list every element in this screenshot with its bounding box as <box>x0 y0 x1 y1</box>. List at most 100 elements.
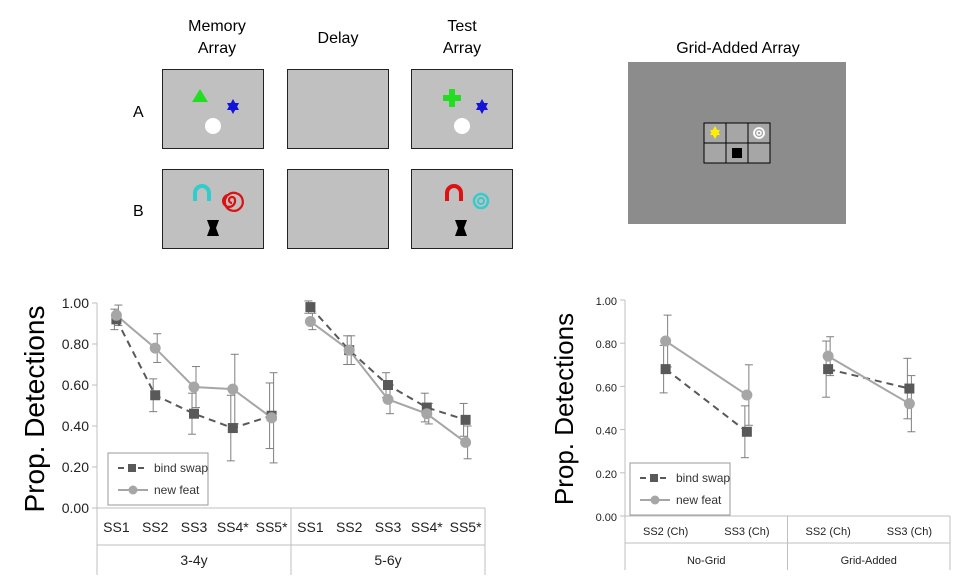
c1-category-label: SS5* <box>256 519 288 535</box>
c1-ytick-label: 0.80 <box>62 336 89 352</box>
c1-legend-marker-circle <box>128 485 138 495</box>
chart2-ylabel: Prop. Detections <box>549 313 579 505</box>
red-spiral-shape <box>221 191 244 212</box>
cyan-spiral-shape <box>472 192 490 210</box>
c1-legend-box <box>107 452 209 506</box>
c1-category-label: SS3 <box>375 519 402 535</box>
c1-marker-circle <box>460 436 472 448</box>
chart1-lines <box>115 306 467 444</box>
c2-category-label: SS3 (Ch) <box>724 526 769 538</box>
memory-panel-a <box>162 69 264 149</box>
grid-3x2 <box>703 122 771 164</box>
blue-star-shape-inverted <box>476 103 488 114</box>
chart1-ylabel: Prop. Detections <box>19 306 50 513</box>
c1-marker-circle <box>304 315 316 327</box>
c1-marker-square <box>227 423 238 434</box>
c1-ytick-label: 0.60 <box>62 377 89 393</box>
c1-category-label: SS2 <box>142 519 169 535</box>
chart2-legend: bind swap new feat <box>629 462 731 516</box>
chart2-xcategories: SS2 (Ch) SS3 (Ch) No-Grid SS2 (Ch) SS3 (Ch) G… <box>643 526 932 567</box>
c2-ytick-label: 0.00 <box>596 512 617 524</box>
c2-ytick-label: 0.40 <box>596 426 617 438</box>
c2-line-new-feat <box>827 355 910 405</box>
c2-ytick-label: 0.80 <box>596 339 617 351</box>
c1-category-label: SS4* <box>217 519 249 535</box>
row-label-a: A <box>133 104 144 121</box>
chart-age-groups: Prop. Detections 0.00 0.20 0.40 0.60 0.80 1.0… <box>19 295 486 575</box>
test-array-header: Test Array <box>407 16 517 60</box>
test-panel-a <box>411 69 513 149</box>
chart1-yticks: 0.00 0.20 0.40 0.60 0.80 1.00 <box>62 295 97 516</box>
c2-line-new-feat <box>665 340 748 396</box>
test-panel-a-shapes <box>443 89 488 134</box>
chart-grid-condition: Prop. Detections 0.00 0.20 0.40 0.60 0.80 1.0… <box>549 296 951 570</box>
memory-panel-a-shapes <box>192 89 239 134</box>
c2-marker-circle <box>660 335 672 347</box>
c2-legend-label: bind swap <box>676 471 730 485</box>
c1-marker-square <box>383 380 393 390</box>
chart2-lines <box>665 340 910 433</box>
test-array-header-line2: Array <box>442 40 482 57</box>
c1-ytick-label: 1.00 <box>62 295 89 311</box>
c2-ytick-label: 1.00 <box>596 296 617 308</box>
c2-legend-marker-circle <box>650 495 660 505</box>
c1-category-label: SS3 <box>181 519 208 535</box>
c1-marker-square <box>421 402 432 413</box>
c2-legend-box <box>629 462 731 516</box>
c2-marker-square <box>741 426 752 437</box>
c1-category-label: SS1 <box>297 519 324 535</box>
c1-legend-label: new feat <box>154 483 200 497</box>
chart2-markers <box>660 335 915 437</box>
c1-marker-circle <box>421 408 433 420</box>
c1-category-label: SS2 <box>336 519 363 535</box>
c1-category-label: SS5* <box>450 519 482 535</box>
c1-marker-circle <box>343 344 355 356</box>
chart2-yticks: 0.00 0.20 0.40 0.60 0.80 1.00 <box>596 296 625 524</box>
c1-marker-circle <box>266 412 278 424</box>
c2-marker-square <box>904 383 915 394</box>
c2-category-label: SS3 (Ch) <box>887 526 932 538</box>
grid-added-header: Grid-Added Array <box>676 40 800 57</box>
blue-star-shape-inverted <box>227 103 239 114</box>
c1-marker-square <box>305 302 316 313</box>
cyan-arch-shape <box>193 184 211 201</box>
test-panel-b <box>411 169 513 249</box>
white-circle-shape <box>205 118 221 134</box>
c2-legend-marker-square <box>650 474 658 482</box>
row-label-b: B <box>133 203 144 220</box>
c1-marker-square <box>460 414 471 425</box>
c1-marker-circle <box>382 393 394 405</box>
c1-marker-circle <box>110 309 122 321</box>
white-spiral-shape-inner <box>756 130 762 136</box>
delay-panel-b <box>287 169 389 249</box>
chart2-axes <box>624 300 951 570</box>
c1-ytick-label: 0.00 <box>62 500 89 516</box>
c1-ytick-label: 0.20 <box>62 459 89 475</box>
chart1-axes <box>96 303 486 575</box>
black-hourglass-shape <box>207 220 219 236</box>
white-spiral-shape <box>753 127 765 139</box>
c2-marker-circle <box>822 350 834 362</box>
c2-marker-square <box>660 364 671 375</box>
chart2-error-bars <box>659 314 916 459</box>
chart1-legend: bind swap new feat <box>107 452 209 506</box>
c2-group-label: No-Grid <box>687 555 726 567</box>
memory-array-header-line1: Memory <box>188 18 246 35</box>
c1-marker-square <box>150 390 161 401</box>
c1-legend-marker-square <box>128 464 136 472</box>
grid-added-shapes <box>703 122 771 164</box>
c1-group-label: 5-6y <box>374 552 401 568</box>
c1-ytick-label: 0.40 <box>62 418 89 434</box>
c1-marker-circle <box>227 383 239 395</box>
delay-header: Delay <box>317 30 359 47</box>
black-hourglass-shape <box>455 220 467 236</box>
c2-ytick-label: 0.60 <box>596 382 617 394</box>
memory-panel-b <box>162 169 264 249</box>
red-arch-shape <box>445 184 463 201</box>
yellow-star-shape-inverted <box>710 130 720 139</box>
chart1-error-bars <box>110 300 472 464</box>
c1-line-bind-swap <box>115 318 272 430</box>
c2-category-label: SS2 (Ch) <box>643 526 688 538</box>
green-cross-shape <box>443 89 461 107</box>
white-circle-shape <box>454 118 470 134</box>
